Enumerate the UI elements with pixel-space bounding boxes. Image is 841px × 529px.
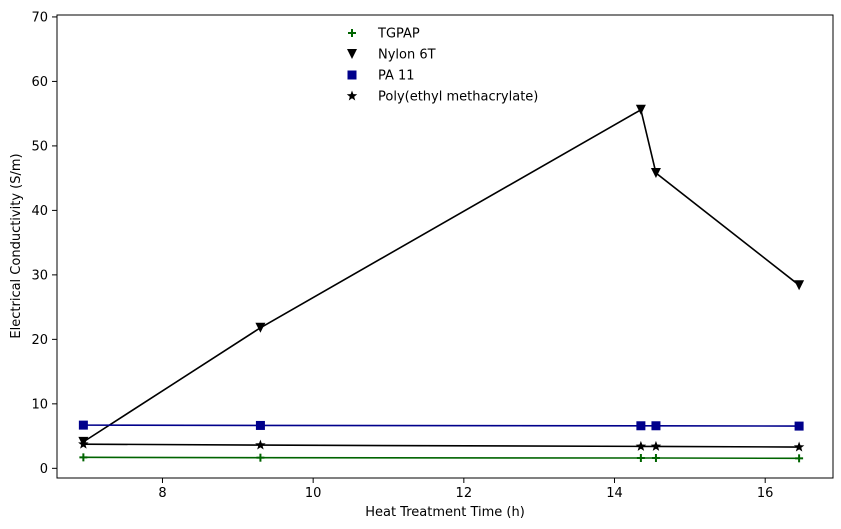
data-point-pa-11 bbox=[78, 420, 88, 430]
x-tick-label: 14 bbox=[606, 486, 623, 501]
data-point-poly-ethyl-methacrylate bbox=[650, 440, 662, 451]
plot-area bbox=[56, 14, 834, 479]
y-tick-label: 0 bbox=[40, 462, 48, 477]
y-tick-label: 20 bbox=[31, 333, 48, 348]
series-line-tgpap bbox=[83, 456, 800, 460]
legend-marker-tgpap bbox=[348, 29, 356, 37]
legend-item-tgpap: TGPAP bbox=[348, 27, 420, 42]
legend-marker-poly-ethyl-methacrylate bbox=[346, 90, 358, 101]
y-tick-label: 70 bbox=[31, 10, 48, 25]
data-point-pa-11 bbox=[794, 421, 804, 431]
data-point-tgpap bbox=[636, 454, 645, 463]
y-axis-label: Electrical Conductivity (S/m) bbox=[9, 153, 24, 338]
data-point-poly-ethyl-methacrylate bbox=[635, 440, 647, 451]
data-point-tgpap bbox=[256, 453, 265, 462]
legend-label-tgpap: TGPAP bbox=[377, 27, 420, 42]
data-point-tgpap bbox=[651, 454, 660, 463]
series-tgpap bbox=[79, 453, 804, 463]
data-point-tgpap bbox=[79, 453, 88, 462]
series-layer bbox=[78, 104, 805, 463]
data-point-nylon-6t bbox=[635, 104, 646, 115]
legend-label-poly-ethyl-methacrylate: Poly(ethyl methacrylate) bbox=[378, 90, 538, 105]
data-point-poly-ethyl-methacrylate bbox=[255, 439, 266, 450]
legend-item-nylon-6t: Nylon 6T bbox=[347, 48, 436, 63]
legend-label-nylon-6t: Nylon 6T bbox=[378, 48, 436, 63]
data-point-pa-11 bbox=[636, 421, 646, 431]
y-axis: 0 10 20 30 40 50 60 70 bbox=[31, 10, 57, 477]
x-tick-label: 8 bbox=[158, 486, 166, 501]
data-point-pa-11 bbox=[651, 421, 661, 431]
data-point-nylon-6t bbox=[255, 322, 266, 333]
x-axis-label: Heat Treatment Time (h) bbox=[365, 505, 525, 520]
data-point-tgpap bbox=[795, 454, 804, 463]
x-tick-label: 12 bbox=[456, 486, 473, 501]
data-point-nylon-6t bbox=[794, 280, 805, 291]
y-tick-label: 60 bbox=[31, 75, 48, 90]
legend-marker-nylon-6t bbox=[347, 49, 357, 59]
x-tick-label: 10 bbox=[305, 486, 322, 501]
x-tick-label: 16 bbox=[757, 486, 774, 501]
y-tick-label: 40 bbox=[31, 204, 48, 219]
y-tick-label: 10 bbox=[31, 397, 48, 412]
data-point-poly-ethyl-methacrylate bbox=[78, 438, 89, 449]
series-pa-11 bbox=[78, 420, 804, 431]
legend-item-poly-ethyl-methacrylate: Poly(ethyl methacrylate) bbox=[346, 90, 538, 105]
y-tick-label: 50 bbox=[31, 139, 48, 154]
series-line-pa-11 bbox=[83, 424, 800, 427]
legend-label-pa-11: PA 11 bbox=[378, 69, 415, 84]
series-poly-ethyl-methacrylate bbox=[78, 438, 805, 452]
data-point-poly-ethyl-methacrylate bbox=[793, 441, 805, 452]
series-nylon-6t bbox=[78, 104, 805, 447]
data-point-nylon-6t bbox=[650, 167, 661, 178]
legend-item-pa-11: PA 11 bbox=[347, 69, 415, 84]
legend: TGPAP Nylon 6T PA 11 Poly(ethyl methacrylat… bbox=[346, 27, 538, 105]
y-tick-label: 30 bbox=[31, 268, 48, 283]
x-axis: 8 10 12 14 16 bbox=[158, 478, 773, 501]
data-point-pa-11 bbox=[255, 420, 265, 430]
legend-marker-pa-11 bbox=[347, 70, 357, 80]
